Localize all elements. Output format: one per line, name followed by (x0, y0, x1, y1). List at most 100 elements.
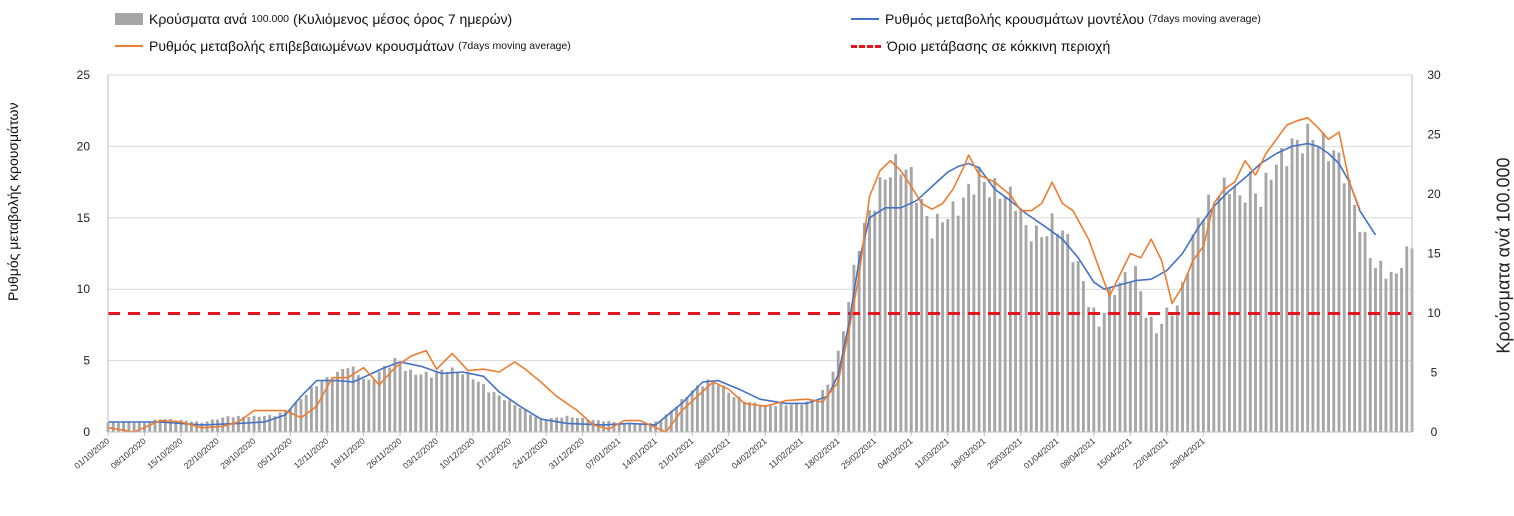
bar (356, 374, 360, 432)
bar (810, 399, 814, 432)
bar (1358, 232, 1362, 432)
bar (1353, 205, 1357, 432)
bar (1400, 267, 1404, 432)
bar (325, 377, 329, 432)
bar (753, 402, 757, 432)
bar (1066, 234, 1070, 432)
bar (1092, 307, 1096, 432)
bar (273, 416, 277, 432)
bar (1368, 258, 1372, 432)
bar (1342, 183, 1346, 432)
bar (388, 367, 392, 432)
x-tick-label: 01/10/2020 (72, 436, 111, 471)
bar (909, 166, 913, 432)
y-tick-right-label: 25 (1427, 128, 1441, 142)
bar (675, 406, 678, 432)
bar (1134, 266, 1137, 432)
bar (1316, 147, 1320, 432)
x-tick-label: 03/12/2020 (401, 436, 440, 471)
bar (1311, 139, 1315, 433)
bar (414, 374, 418, 432)
bar (393, 357, 397, 432)
bar (320, 381, 324, 432)
bar (1108, 288, 1111, 432)
bar (1008, 186, 1012, 432)
bar (1379, 260, 1383, 432)
bar (779, 403, 783, 432)
bar (993, 178, 997, 432)
x-tick-label: 21/01/2021 (656, 436, 695, 471)
y-tick-left-label: 5 (83, 354, 90, 368)
y-tick-left-label: 10 (77, 282, 91, 296)
bar (137, 422, 141, 432)
y-tick-right-label: 20 (1427, 187, 1441, 201)
bar (737, 396, 741, 432)
bar (805, 401, 809, 432)
legend-confirmed: Ρυθμός μεταβολής επιβεβαιωμένων κρουσμάτ… (115, 38, 571, 54)
bar (961, 197, 965, 432)
bar (346, 368, 350, 432)
legend-threshold-swatch (851, 44, 881, 48)
bar (163, 419, 167, 432)
bar (1149, 316, 1153, 432)
bar (127, 422, 131, 432)
x-tick-label: 18/02/2021 (803, 436, 842, 471)
bar (742, 401, 746, 432)
bar (466, 372, 470, 432)
bar (456, 371, 459, 432)
bar (409, 369, 412, 432)
bar (899, 174, 903, 432)
bar (268, 414, 272, 432)
bar (633, 424, 637, 432)
bar (748, 402, 752, 432)
bar (383, 365, 386, 432)
bar (763, 404, 767, 432)
y-tick-right-label: 10 (1427, 306, 1441, 320)
y-tick-right-label: 0 (1431, 425, 1438, 439)
bar (1306, 123, 1310, 433)
bar (1076, 261, 1080, 432)
x-tick-label: 07/01/2021 (583, 436, 622, 471)
bar (1332, 150, 1336, 432)
bar (716, 385, 720, 432)
bar (278, 412, 282, 432)
bar (768, 405, 772, 432)
bar (471, 379, 475, 432)
bar (946, 219, 950, 432)
bar (862, 222, 866, 432)
bar (706, 379, 710, 432)
bar (998, 198, 1002, 432)
bar (294, 402, 298, 432)
bar (1170, 315, 1174, 432)
bar (1233, 186, 1237, 432)
bar (1019, 210, 1023, 432)
bar (1301, 153, 1304, 433)
bar (800, 404, 804, 432)
bar (549, 418, 553, 432)
bar (956, 215, 960, 432)
bar (372, 379, 376, 432)
legend-confirmed-label-small: (7days moving average) (458, 40, 571, 52)
bar (628, 424, 632, 432)
bar (873, 210, 877, 432)
bar (257, 416, 261, 432)
bar (461, 374, 465, 432)
y-tick-right-label: 5 (1431, 366, 1438, 380)
y-tick-left-label: 25 (77, 68, 91, 82)
bar (774, 406, 778, 432)
bar (539, 419, 543, 432)
bar (1139, 291, 1143, 432)
bar (122, 422, 126, 432)
legend-bars-swatch (115, 13, 143, 25)
legend-bars-label-small: 100.000 (251, 13, 290, 25)
bar (1144, 317, 1148, 432)
bar (1374, 267, 1377, 432)
bar (638, 424, 642, 432)
bar (283, 410, 287, 432)
bar (1113, 294, 1117, 432)
bar (534, 416, 538, 432)
bar (1201, 219, 1205, 432)
x-tick-label: 08/04/2021 (1058, 436, 1097, 471)
bar (654, 421, 658, 432)
bar (158, 419, 162, 432)
